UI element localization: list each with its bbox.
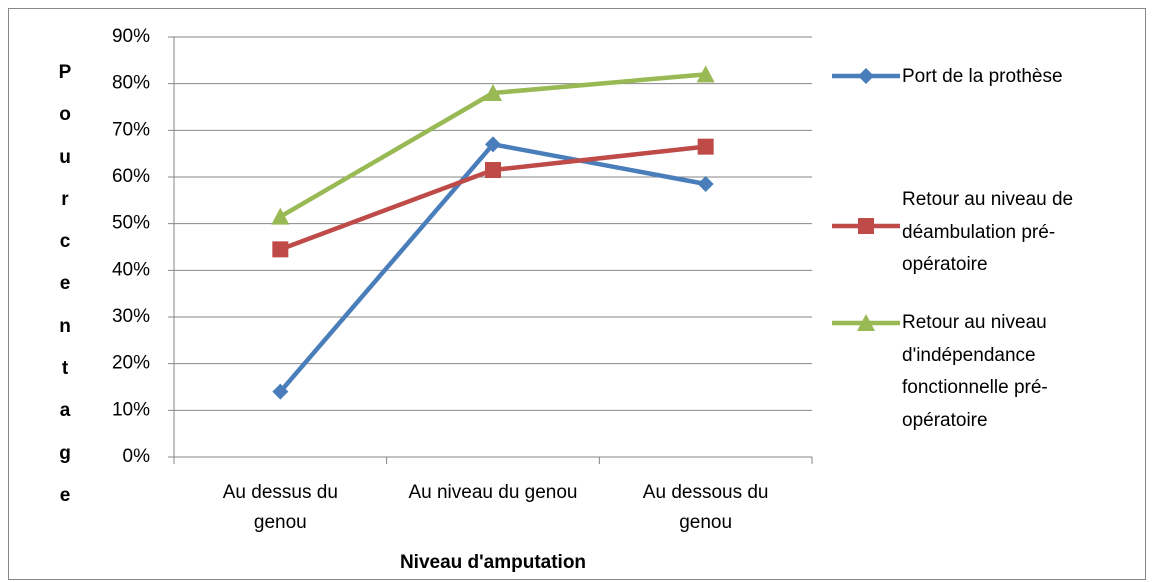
data-point: [697, 176, 714, 192]
x-tick-label: Au dessous du genou: [642, 482, 769, 533]
y-tick-label: 60%: [112, 166, 150, 187]
data-point: [484, 84, 502, 101]
data-point: [485, 162, 501, 178]
chart-border: [8, 8, 1146, 580]
x-axis-label: Niveau d'amputation: [399, 552, 587, 573]
data-point: [272, 383, 289, 400]
y-tick-label: 40%: [112, 259, 150, 280]
y-axis-label: Pourcentage: [58, 62, 72, 506]
y-tick-label: 0%: [123, 446, 151, 467]
legend-marker: [857, 314, 875, 331]
data-point: [271, 207, 290, 225]
legend-marker: [858, 218, 874, 234]
y-tick-label: 10%: [112, 399, 150, 420]
y-tick-label: 70%: [112, 119, 150, 140]
data-point: [696, 65, 715, 83]
legend-label: Retour au niveau d'indépendance fonction…: [902, 312, 1048, 431]
y-tick-label: 50%: [112, 213, 150, 234]
legend-marker: [858, 68, 874, 84]
legend-label: Retour au niveau de déambulation pré-opé…: [902, 189, 1074, 275]
y-tick-label: 20%: [112, 353, 150, 374]
y-tick-label: 80%: [112, 73, 150, 94]
data-point: [697, 138, 714, 155]
y-tick-label: 90%: [112, 26, 150, 47]
x-tick-label: Au niveau du genou: [408, 482, 578, 503]
data-point: [485, 136, 501, 153]
y-tick-label: 30%: [112, 306, 150, 327]
legend-label: Port de la prothèse: [902, 66, 1063, 87]
x-tick-label: Au dessus du genou: [222, 482, 338, 533]
data-point: [272, 241, 289, 258]
